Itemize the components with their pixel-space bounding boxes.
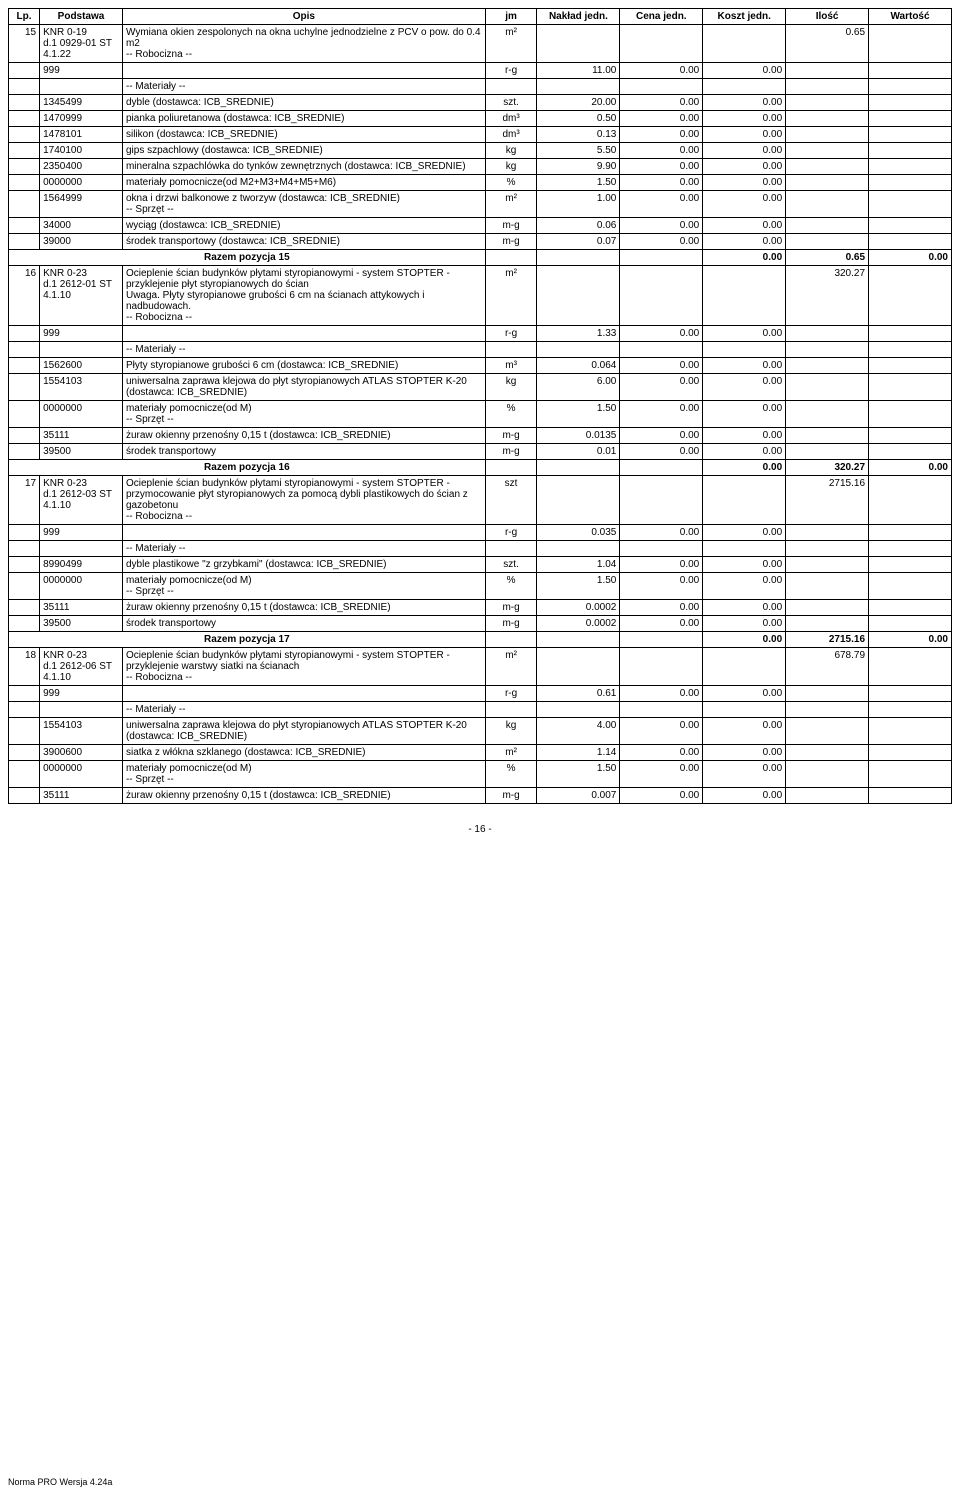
table-row: 39000środek transportowy (dostawca: ICB_… (9, 234, 952, 250)
table-row: -- Materiały -- (9, 702, 952, 718)
table-row: 39500środek transportowym-g0.00020.000.0… (9, 616, 952, 632)
table-row: 39500środek transportowym-g0.010.000.00 (9, 444, 952, 460)
table-row: 15KNR 0-19 d.1 0929-01 ST 4.1.22Wymiana … (9, 25, 952, 63)
table-row: 0000000materiały pomocnicze(od M2+M3+M4+… (9, 175, 952, 191)
table-row: 35111żuraw okienny przenośny 0,15 t (dos… (9, 428, 952, 444)
table-row: -- Materiały -- (9, 79, 952, 95)
header-wartosc: Wartość (869, 9, 952, 25)
table-row: 1554103uniwersalna zaprawa klejowa do pł… (9, 718, 952, 745)
table-row: 1478101silikon (dostawca: ICB_SREDNIE)dm… (9, 127, 952, 143)
header-ilosc: Ilość (786, 9, 869, 25)
table-row: 1554103uniwersalna zaprawa klejowa do pł… (9, 374, 952, 401)
table-row: -- Materiały -- (9, 541, 952, 557)
table-row: 1564999okna i drzwi balkonowe z tworzyw … (9, 191, 952, 218)
table-row: 17KNR 0-23 d.1 2612-03 ST 4.1.10Ocieplen… (9, 476, 952, 525)
header-koszt: Koszt jedn. (703, 9, 786, 25)
page-number: - 16 - (8, 824, 952, 835)
table-row: 999r-g11.000.000.00 (9, 63, 952, 79)
header-opis: Opis (122, 9, 485, 25)
table-row: 1740100gips szpachlowy (dostawca: ICB_SR… (9, 143, 952, 159)
table-row: 16KNR 0-23 d.1 2612-01 ST 4.1.10Ocieplen… (9, 266, 952, 326)
table-row: 1562600Płyty styropianowe grubości 6 cm … (9, 358, 952, 374)
software-note: Norma PRO Wersja 4.24a (8, 1477, 112, 1487)
table-row: 3900600siatka z włókna szklanego (dostaw… (9, 745, 952, 761)
table-row: 2350400mineralna szpachlówka do tynków z… (9, 159, 952, 175)
header-podstawa: Podstawa (40, 9, 123, 25)
table-row: 8990499dyble plastikowe "z grzybkami" (d… (9, 557, 952, 573)
table-row: 35111żuraw okienny przenośny 0,15 t (dos… (9, 788, 952, 804)
table-row: 999r-g0.610.000.00 (9, 686, 952, 702)
table-row: Razem pozycja 160.00320.270.00 (9, 460, 952, 476)
header-naklad: Nakład jedn. (537, 9, 620, 25)
table-row: 999r-g1.330.000.00 (9, 326, 952, 342)
table-row: 1470999pianka poliuretanowa (dostawca: I… (9, 111, 952, 127)
table-row: Razem pozycja 150.000.650.00 (9, 250, 952, 266)
table-row: 999r-g0.0350.000.00 (9, 525, 952, 541)
table-row: 0000000materiały pomocnicze(od M) -- Spr… (9, 761, 952, 788)
header-cena: Cena jedn. (620, 9, 703, 25)
table-row: 1345499dyble (dostawca: ICB_SREDNIE)szt.… (9, 95, 952, 111)
table-row: 0000000materiały pomocnicze(od M) -- Spr… (9, 573, 952, 600)
table-row: 35111żuraw okienny przenośny 0,15 t (dos… (9, 600, 952, 616)
cost-table: Lp. Podstawa Opis jm Nakład jedn. Cena j… (8, 8, 952, 804)
table-row: Razem pozycja 170.002715.160.00 (9, 632, 952, 648)
table-row: 18KNR 0-23 d.1 2612-06 ST 4.1.10Ocieplen… (9, 648, 952, 686)
header-jm: jm (485, 9, 537, 25)
header-lp: Lp. (9, 9, 40, 25)
table-row: 34000wyciąg (dostawca: ICB_SREDNIE)m-g0.… (9, 218, 952, 234)
table-row: 0000000materiały pomocnicze(od M) -- Spr… (9, 401, 952, 428)
table-row: -- Materiały -- (9, 342, 952, 358)
